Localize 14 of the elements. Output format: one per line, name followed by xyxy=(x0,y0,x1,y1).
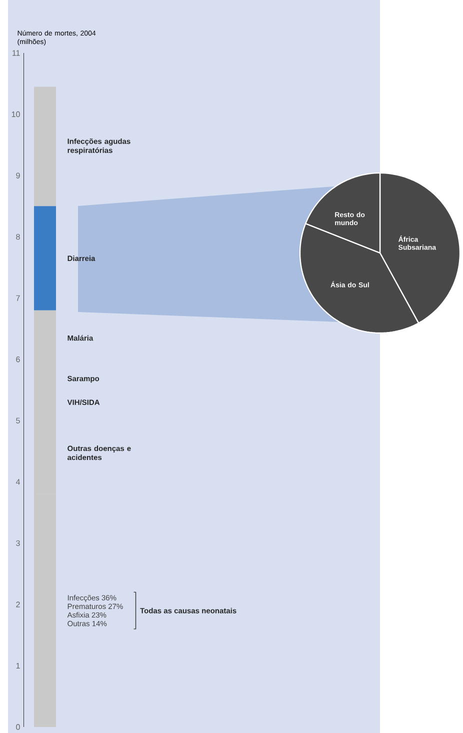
y-tick-label: 6 xyxy=(16,356,20,362)
bar xyxy=(34,206,56,310)
y-tick-label: 1 xyxy=(16,662,20,668)
y-tick-label: 7 xyxy=(16,295,20,301)
y-tick-label: 8 xyxy=(16,234,20,240)
y-tick-label: 4 xyxy=(16,479,20,485)
y-tick-label: 5 xyxy=(16,418,20,424)
bar xyxy=(34,86,56,206)
y-tick-label: 0 xyxy=(16,724,20,730)
y-tick-label: 9 xyxy=(16,172,20,178)
y-tick-label: 11 xyxy=(12,50,20,56)
y-tick-label: 2 xyxy=(16,602,20,608)
y-tick-label: 10 xyxy=(12,111,20,118)
y-tick-label: 3 xyxy=(16,540,20,546)
